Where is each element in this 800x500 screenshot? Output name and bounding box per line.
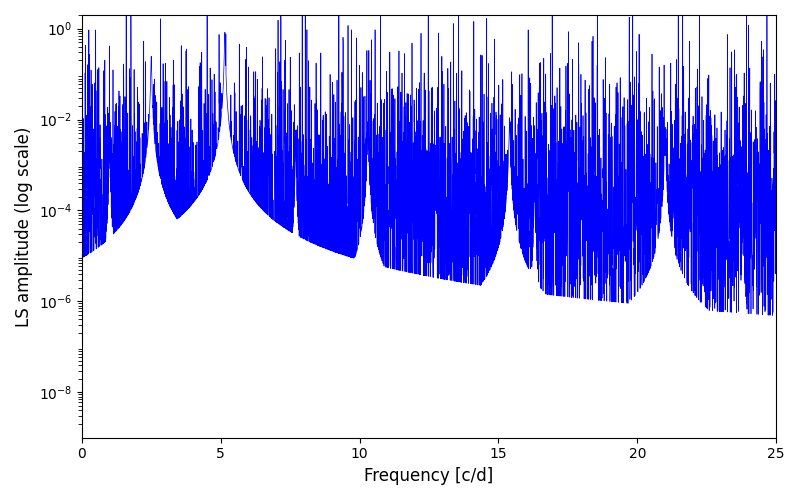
Y-axis label: LS amplitude (log scale): LS amplitude (log scale) [15, 126, 33, 326]
X-axis label: Frequency [c/d]: Frequency [c/d] [364, 467, 494, 485]
